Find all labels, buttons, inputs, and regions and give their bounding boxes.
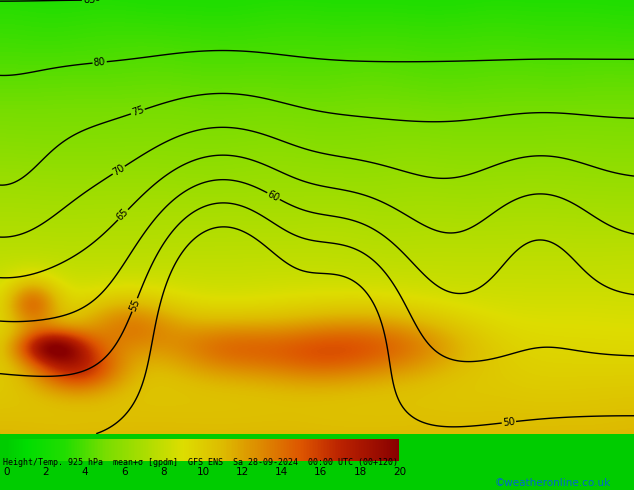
Text: 75: 75 (131, 105, 145, 118)
Text: 80: 80 (93, 57, 107, 68)
Text: 60: 60 (266, 189, 281, 203)
Text: 50: 50 (502, 416, 515, 428)
Text: ©weatheronline.co.uk: ©weatheronline.co.uk (495, 478, 611, 489)
Text: Height/Temp. 925 hPa  mean+σ [gpdm]  GFS ENS  Sa 28-09-2024  00:00 UTC (00+120): Height/Temp. 925 hPa mean+σ [gpdm] GFS E… (3, 458, 398, 467)
Text: 55: 55 (127, 297, 141, 313)
Text: 65: 65 (115, 207, 131, 222)
Text: 85: 85 (83, 0, 95, 5)
Text: 70: 70 (111, 163, 127, 178)
